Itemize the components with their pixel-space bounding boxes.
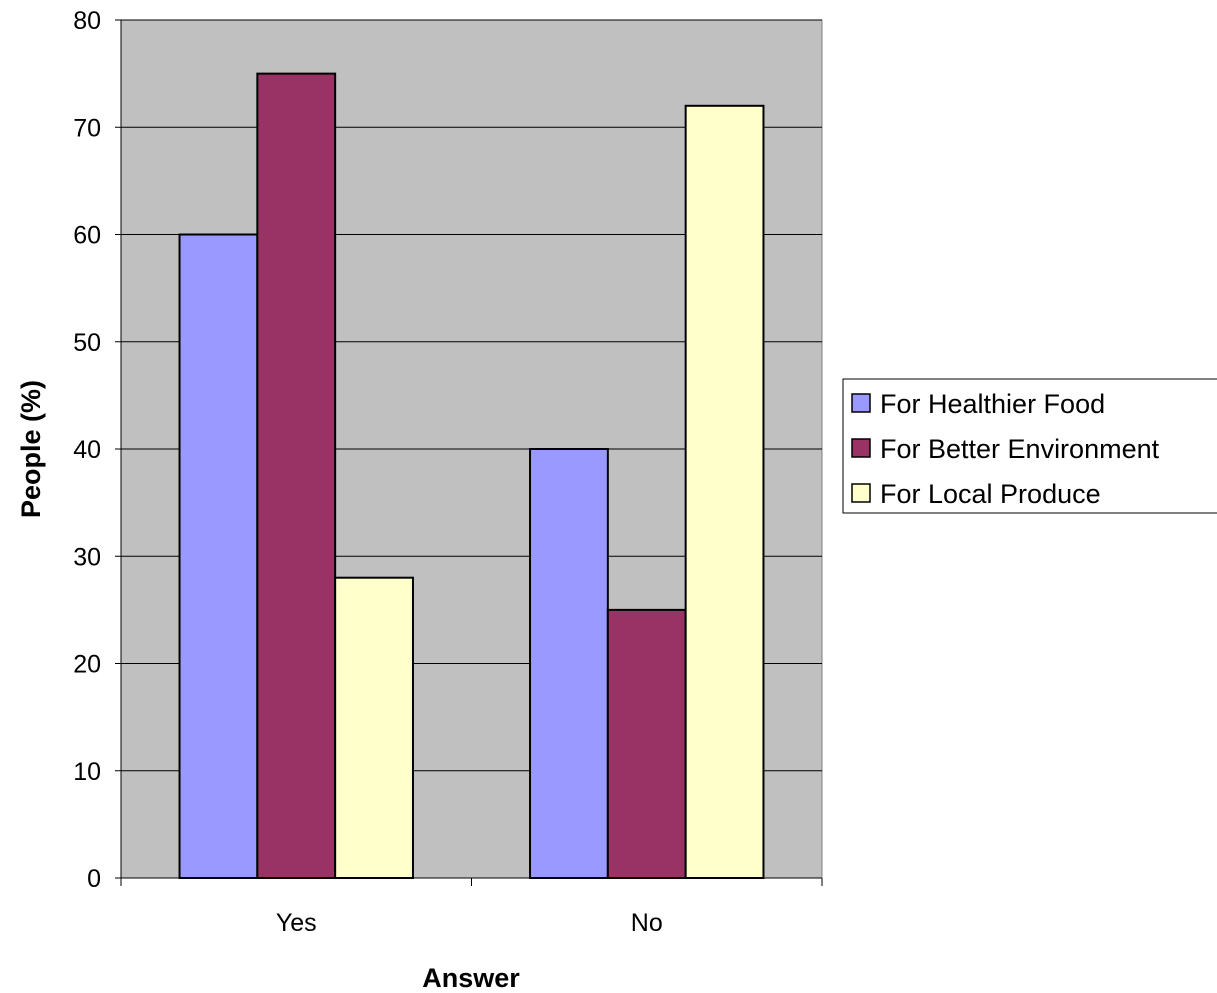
- legend-label: For Better Environment: [880, 434, 1160, 464]
- legend: For Healthier Food For Better Environment…: [842, 378, 1217, 514]
- y-tick-label: 10: [73, 758, 101, 786]
- bar: [606, 608, 687, 879]
- x-tick-labels: Yes No: [276, 909, 663, 937]
- x-tick-label: Yes: [276, 909, 317, 937]
- bars: [178, 72, 765, 880]
- bar: [178, 233, 259, 879]
- y-tick-label: 40: [73, 436, 101, 464]
- legend-swatch: [851, 393, 871, 413]
- y-tick-labels: 0 10 20 30 40 50 60 70 80: [73, 7, 101, 893]
- y-tick-label: 70: [73, 114, 101, 142]
- y-tick-label: 80: [73, 7, 101, 35]
- bar: [334, 576, 414, 879]
- axes: [115, 19, 823, 886]
- x-axis-title: Answer: [422, 963, 520, 993]
- legend-label: For Local Produce: [880, 479, 1101, 509]
- y-axis-title: People (%): [16, 380, 46, 518]
- bar: [256, 72, 337, 879]
- legend-swatch: [851, 483, 871, 503]
- bar: [684, 104, 765, 880]
- y-tick-label: 60: [73, 222, 101, 250]
- y-tick-label: 0: [87, 865, 101, 893]
- legend-swatch: [851, 438, 871, 458]
- y-tick-label: 20: [73, 651, 101, 679]
- y-tick-label: 50: [73, 329, 101, 357]
- x-tick-label: No: [631, 909, 663, 937]
- legend-label: For Healthier Food: [880, 389, 1105, 419]
- bar: [529, 448, 609, 879]
- y-tick-label: 30: [73, 543, 101, 571]
- legend-box: [842, 378, 1217, 514]
